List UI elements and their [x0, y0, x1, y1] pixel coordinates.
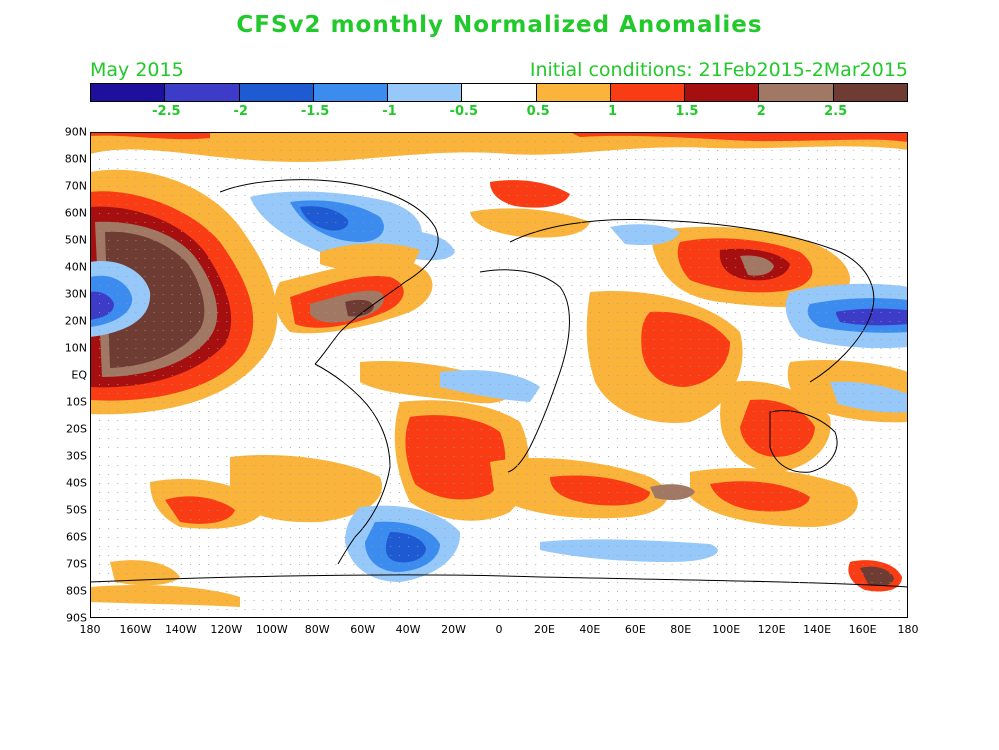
latitude-tick-label: 20N: [64, 314, 87, 328]
color-legend-ticks: -2.5 -2 -1.5 -1 -0.5 0.5 1 1.5 2 2.5: [90, 104, 908, 122]
latitude-tick-label: 80N: [64, 152, 87, 166]
latitude-tick-label: 80S: [66, 584, 87, 598]
longitude-tick-label: 100W: [255, 623, 288, 636]
color-legend-tick-label: -1: [382, 104, 397, 119]
color-legend-swatch: [239, 84, 314, 101]
color-legend-bar: [90, 83, 908, 102]
latitude-tick-label: 10S: [66, 395, 87, 409]
latitude-tick-label: 60N: [64, 206, 87, 220]
latitude-tick-label: 70N: [64, 179, 87, 193]
longitude-tick-label: 120E: [757, 623, 786, 636]
latitude-tick-label: 50N: [64, 233, 87, 247]
longitude-tick-label: 180: [79, 623, 101, 636]
color-legend-tick-label: 0.5: [526, 104, 550, 119]
color-legend-swatch: [536, 84, 611, 101]
color-legend-tick-label: -0.5: [449, 104, 479, 119]
latitude-tick-label: 90S: [66, 611, 87, 625]
longitude-tick-label: 20E: [533, 623, 555, 636]
latitude-tick-label: 70S: [66, 557, 87, 571]
longitude-tick-label: 140W: [164, 623, 197, 636]
latitude-tick-label: 40S: [66, 476, 87, 490]
color-legend-tick-label: 1.5: [675, 104, 699, 119]
color-legend-swatch: [610, 84, 686, 101]
longitude-tick-label: 60E: [624, 623, 646, 636]
longitude-tick-label: 160W: [119, 623, 152, 636]
color-legend-swatch: [388, 84, 463, 101]
map-canvas: [90, 132, 908, 618]
latitude-tick-label: 90N: [64, 125, 87, 139]
latitude-tick-label: 40N: [64, 260, 87, 274]
color-legend-tick-label: 2.5: [824, 104, 848, 119]
target-month-label: May 2015: [90, 59, 184, 81]
longitude-tick-label: 60W: [350, 623, 376, 636]
color-legend-swatch: [462, 84, 537, 101]
color-legend-tick-label: -2.5: [152, 104, 181, 119]
color-legend-swatch: [313, 84, 389, 101]
color-legend-swatch: [165, 84, 240, 101]
color-legend-swatch: [833, 84, 907, 101]
map-frame: [90, 132, 908, 618]
longitude-tick-label: 160E: [848, 623, 877, 636]
latitude-tick-label: 10N: [64, 341, 87, 355]
latitude-tick-label: 50S: [66, 503, 87, 517]
anomaly-map: [90, 132, 908, 618]
longitude-tick-label: 80E: [670, 623, 692, 636]
color-legend-tick-label: -1.5: [300, 104, 330, 119]
color-legend-swatch: [759, 84, 834, 101]
color-legend-tick-label: -2: [233, 104, 248, 119]
longitude-tick-label: 20W: [441, 623, 466, 636]
longitude-tick-label: 120W: [210, 623, 243, 636]
initial-conditions-label: Initial conditions: 21Feb2015-2Mar2015: [529, 59, 908, 81]
color-legend-tick-label: 2: [756, 104, 766, 119]
latitude-tick-label: EQ: [71, 368, 87, 382]
longitude-tick-label: 80W: [304, 623, 330, 636]
latitude-tick-label: 20S: [66, 422, 87, 436]
longitude-tick-label: 40E: [579, 623, 601, 636]
color-legend-tick-label: 1: [608, 104, 618, 119]
color-legend-swatch: [685, 84, 760, 101]
map-title: CFSv2 monthly Normalized Anomalies: [236, 12, 763, 38]
color-legend-swatch: [91, 84, 166, 101]
longitude-tick-label: 100E: [712, 623, 741, 636]
longitude-tick-label: 140E: [803, 623, 832, 636]
longitude-tick-label: 180: [897, 623, 919, 636]
latitude-tick-label: 30S: [66, 449, 87, 463]
latitude-tick-label: 60S: [66, 530, 87, 544]
latitude-tick-label: 30N: [64, 287, 87, 301]
longitude-tick-label: 40W: [395, 623, 421, 636]
longitude-tick-label: 0: [495, 623, 503, 636]
